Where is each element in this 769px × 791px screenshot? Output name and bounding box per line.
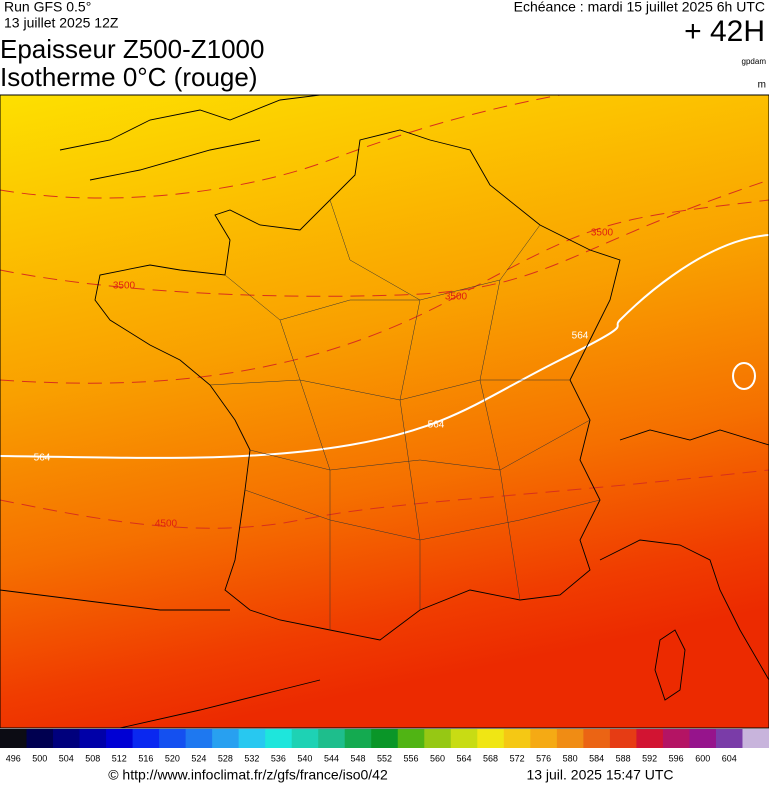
contour-label: 3500 bbox=[113, 281, 136, 292]
colorbar-label: 600 bbox=[695, 753, 710, 763]
colorbar-label: 556 bbox=[404, 753, 419, 763]
iso0-contours bbox=[0, 95, 769, 529]
unit: m bbox=[758, 80, 766, 91]
colorbar-label: 572 bbox=[510, 753, 525, 763]
colorbar-swatch bbox=[397, 729, 425, 748]
colorbar-label: 540 bbox=[297, 753, 312, 763]
contour-label: 3500 bbox=[445, 292, 468, 303]
colorbar-swatch bbox=[318, 729, 346, 748]
colorbar-swatch bbox=[265, 729, 293, 748]
colorbar-swatch bbox=[424, 729, 452, 748]
colorbar-label: 512 bbox=[112, 753, 127, 763]
thickness-contour bbox=[0, 234, 769, 459]
colorbar-label: 592 bbox=[642, 753, 657, 763]
title: Epaisseur Z500-Z1000 bbox=[0, 34, 264, 64]
colorbar-label: 552 bbox=[377, 753, 392, 763]
colorbar-swatch bbox=[530, 729, 558, 748]
colorbar-label: 584 bbox=[589, 753, 604, 763]
timestamp: 13 juil. 2025 15:47 UTC bbox=[526, 767, 673, 783]
run-label: Run GFS 0.5° bbox=[4, 0, 91, 15]
colorbar-swatch bbox=[291, 729, 319, 748]
colorbar-label: 580 bbox=[563, 753, 578, 763]
colorbar-swatch bbox=[689, 729, 717, 748]
colorbar-swatch bbox=[583, 729, 611, 748]
coastlines bbox=[0, 95, 769, 728]
colorbar-swatch bbox=[636, 729, 664, 748]
colorbar-label: 576 bbox=[536, 753, 551, 763]
contour-label: 564 bbox=[34, 453, 51, 464]
colorbar-label: 588 bbox=[616, 753, 631, 763]
colorbar-label: 564 bbox=[457, 753, 472, 763]
colorbar-swatch bbox=[185, 729, 213, 748]
map-background bbox=[0, 95, 769, 728]
colorbar-swatch bbox=[79, 729, 107, 748]
map-frame bbox=[0, 94, 769, 729]
echeance: Echéance : mardi 15 juillet 2025 6h UTC bbox=[514, 0, 765, 15]
contour-label: 564 bbox=[572, 331, 589, 342]
colorbar-swatch bbox=[715, 729, 743, 748]
colorbar-label: 560 bbox=[430, 753, 445, 763]
contour-label: 564 bbox=[428, 420, 445, 431]
contour-label: 4500 bbox=[155, 519, 178, 530]
title: Isotherme 0°C (rouge) bbox=[0, 62, 258, 92]
colorbar-label: 504 bbox=[59, 753, 74, 763]
colorbar-label: 528 bbox=[218, 753, 233, 763]
colorbar-swatch bbox=[742, 729, 769, 748]
colorbar-swatch bbox=[0, 729, 28, 748]
colorbar-label: 520 bbox=[165, 753, 180, 763]
colorbar-label: 496 bbox=[6, 753, 21, 763]
colorbar-swatch bbox=[132, 729, 160, 748]
unit: gpdam bbox=[742, 57, 767, 66]
colorbar-label: 536 bbox=[271, 753, 286, 763]
colorbar-swatch bbox=[159, 729, 187, 748]
thickness-contour bbox=[732, 362, 756, 390]
colorbar-swatch bbox=[503, 729, 531, 748]
colorbar-label: 544 bbox=[324, 753, 339, 763]
colorbar-swatch bbox=[556, 729, 584, 748]
colorbar-swatch bbox=[450, 729, 478, 748]
colorbar-label: 604 bbox=[722, 753, 737, 763]
colorbar-swatch bbox=[106, 729, 134, 748]
colorbar-label: 596 bbox=[669, 753, 684, 763]
colorbar-label: 516 bbox=[138, 753, 153, 763]
colorbar-swatch bbox=[477, 729, 505, 748]
colorbar-label: 568 bbox=[483, 753, 498, 763]
lead-time: + 42H bbox=[684, 15, 765, 48]
colorbar-swatch bbox=[238, 729, 266, 748]
contour-label: 3500 bbox=[591, 228, 614, 239]
colorbar-label: 500 bbox=[32, 753, 47, 763]
colorbar-label: 532 bbox=[244, 753, 259, 763]
colorbar-label: 508 bbox=[85, 753, 100, 763]
colorbar-swatch bbox=[662, 729, 690, 748]
colorbar-swatch bbox=[212, 729, 240, 748]
colorbar-swatch bbox=[344, 729, 372, 748]
map: 3500 3500 3500 4500 564 564 564 bbox=[0, 95, 769, 728]
colorbar-swatch bbox=[26, 729, 54, 748]
colorbar: 496 500 504 508 512 516 520 524 528 532 536 540 544 5… bbox=[0, 729, 769, 763]
colorbar-swatch bbox=[609, 729, 637, 748]
department-borders bbox=[209, 199, 601, 630]
colorbar-label: 524 bbox=[191, 753, 206, 763]
run-date: 13 juillet 2025 12Z bbox=[4, 15, 119, 31]
colorbar-label: 548 bbox=[350, 753, 365, 763]
colorbar-swatch bbox=[371, 729, 399, 748]
source-url: © http://www.infoclimat.fr/z/gfs/france/… bbox=[108, 767, 388, 783]
colorbar-swatch bbox=[53, 729, 81, 748]
